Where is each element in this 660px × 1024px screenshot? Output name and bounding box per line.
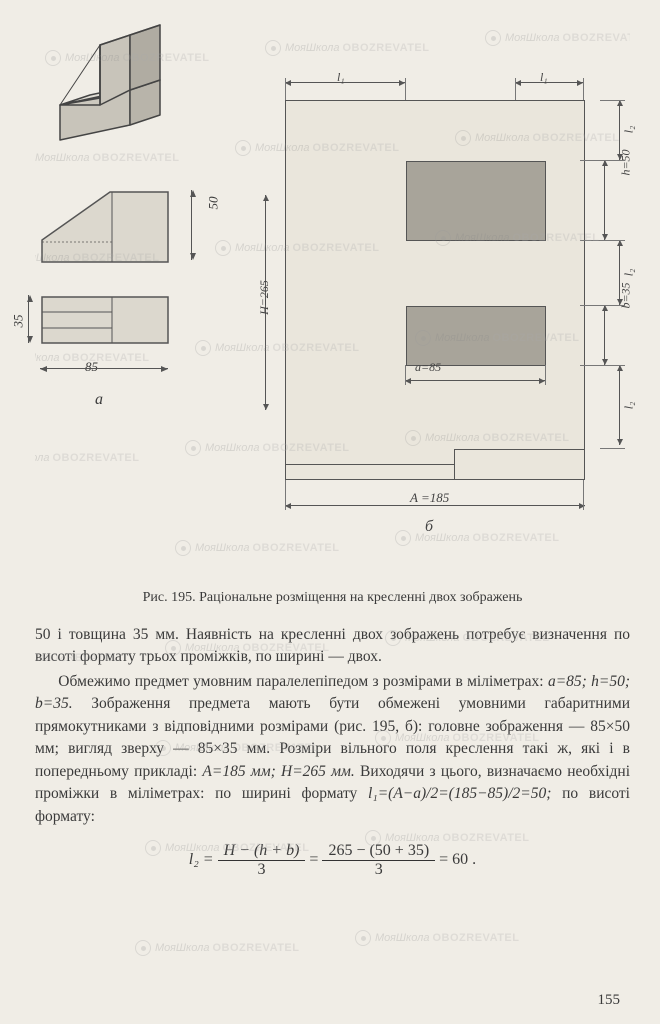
dim-a85: a=85 (415, 360, 441, 375)
dim-h50: h=50 (618, 149, 633, 175)
format-layout-diagram: l₁ l₁ l₂ h=50 l₂ b=35 l₂ (255, 60, 635, 520)
dim-line-85 (40, 368, 168, 369)
front-elevation: 50 (40, 190, 210, 280)
paragraph-2: Обмежимо предмет умовним паралелепіпедом… (35, 671, 630, 828)
dim-height-50: 50 (206, 197, 222, 210)
dim-line-a85 (405, 380, 545, 381)
dim-l1-right: l₁ (540, 70, 548, 85)
isometric-view (45, 20, 175, 160)
dim-depth-35: 35 (11, 315, 27, 328)
paragraph-1: 50 і товщина 35 мм. Наявність на креслен… (35, 624, 630, 669)
top-view-box (406, 306, 546, 366)
figure-caption: Рис. 195. Раціональне розміщення на крес… (35, 590, 630, 606)
figure-195: 50 35 85 а (35, 20, 630, 540)
dim-l2-bot: l₂ (622, 402, 637, 410)
dim-line-l1-left (285, 82, 405, 83)
formula-l2: l₂ = H − (h + b) 3 = 265 − (50 + 35) 3 =… (35, 842, 630, 879)
dim-l1-left: l₁ (337, 70, 345, 85)
page-number: 155 (598, 992, 621, 1009)
dim-line-h50 (604, 160, 605, 240)
page: МояШкола OBOZREVATEL МояШкола OBOZREVATE… (35, 20, 630, 1004)
dim-l2-top: l₂ (622, 126, 637, 134)
dim-line-l2-bot (619, 365, 620, 445)
dim-width-85: 85 (85, 359, 98, 375)
part-views-left: 50 35 85 а (35, 20, 225, 365)
drawing-format-frame (285, 100, 585, 480)
top-plan-view: 35 85 а (40, 295, 210, 365)
dim-line-35 (28, 295, 29, 343)
title-block (454, 449, 584, 479)
body-text: 50 і товщина 35 мм. Наявність на креслен… (35, 624, 630, 828)
figure-label-b: б (425, 518, 433, 564)
dim-line-50 (191, 190, 192, 260)
figure-label-a: а (95, 391, 103, 409)
dim-line-l1-right (515, 82, 583, 83)
dim-l2-mid: l₂ (622, 269, 637, 277)
title-block-strip (286, 464, 454, 479)
dim-line-b35 (604, 305, 605, 365)
main-view-box (406, 161, 546, 241)
